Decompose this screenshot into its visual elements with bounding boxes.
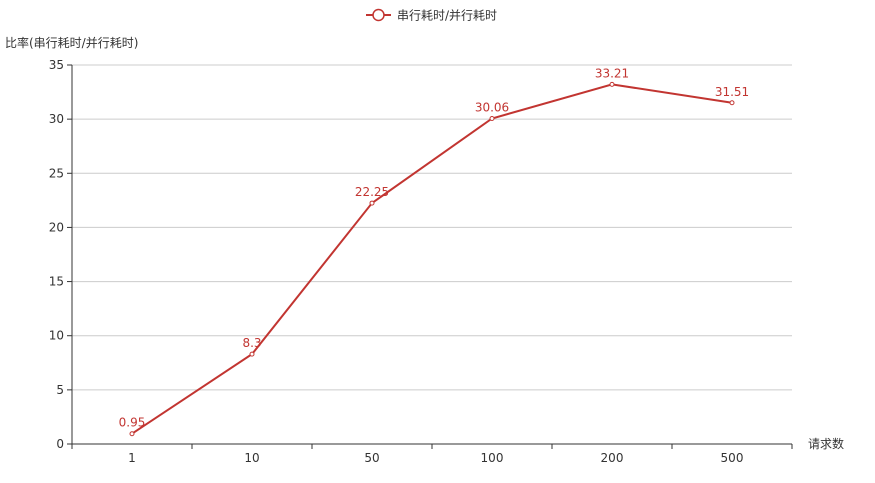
x-tick-label: 200 xyxy=(601,451,624,465)
y-tick-label: 30 xyxy=(49,112,64,126)
x-tick-label: 100 xyxy=(481,451,504,465)
data-point[interactable] xyxy=(609,81,615,87)
data-point[interactable] xyxy=(369,200,375,206)
data-label: 30.06 xyxy=(475,100,509,114)
data-point[interactable] xyxy=(249,351,255,357)
x-axis: 1 10 50 100 200 500 xyxy=(71,443,793,465)
series-line: 0.95 8.3 22.25 30.06 33.21 31.51 xyxy=(119,66,749,437)
data-label: 22.25 xyxy=(355,185,389,199)
legend-label: 串行耗时/并行耗时 xyxy=(397,9,497,23)
y-tick-label: 20 xyxy=(49,220,64,234)
y-tick-label: 10 xyxy=(49,329,64,343)
y-tick-label: 35 xyxy=(49,58,64,72)
data-label: 0.95 xyxy=(119,416,146,430)
x-tick-label: 10 xyxy=(244,451,259,465)
data-point[interactable] xyxy=(489,115,495,121)
y-tick-label: 0 xyxy=(56,437,64,451)
legend-item[interactable]: 串行耗时/并行耗时 xyxy=(366,9,497,23)
y-axis-title: 比率(串行耗时/并行耗时) xyxy=(5,35,138,50)
y-axis: 0 5 10 15 20 25 30 35 xyxy=(49,58,73,451)
grid-lines xyxy=(72,64,792,391)
data-label: 33.21 xyxy=(595,66,629,80)
data-point[interactable] xyxy=(729,100,735,106)
y-tick-label: 25 xyxy=(49,166,64,180)
y-tick-label: 5 xyxy=(56,383,64,397)
series-path xyxy=(131,83,733,435)
data-point[interactable] xyxy=(129,431,135,437)
x-tick-label: 1 xyxy=(128,451,136,465)
y-tick-label: 15 xyxy=(49,275,64,289)
x-tick-label: 500 xyxy=(721,451,744,465)
x-tick-label: 50 xyxy=(364,451,379,465)
data-label: 31.51 xyxy=(715,85,749,99)
x-axis-title: 请求数 xyxy=(808,436,844,451)
data-label: 8.3 xyxy=(242,336,261,350)
legend-marker-icon xyxy=(372,8,385,22)
